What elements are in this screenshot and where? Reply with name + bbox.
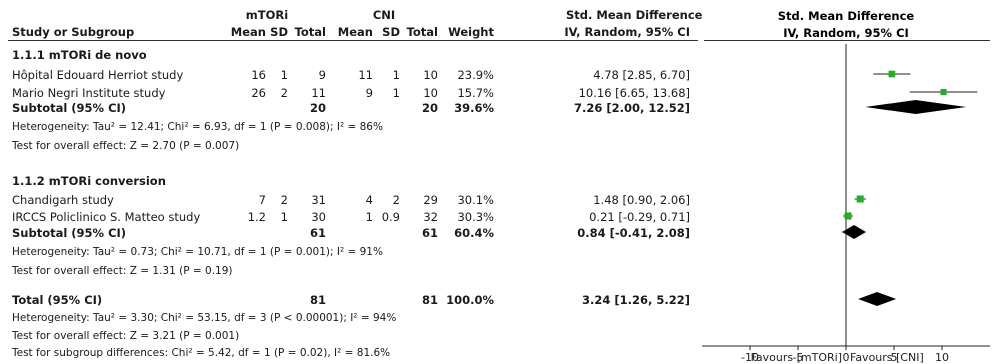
sd1-value: 1 (280, 210, 288, 224)
heterogeneity-text: Heterogeneity: Tau² = 3.30; Chi² = 53.15… (12, 312, 397, 324)
heterogeneity-text: Heterogeneity: Tau² = 12.41; Chi² = 6.93… (12, 121, 383, 133)
heterogeneity-text: Heterogeneity: Tau² = 0.73; Chi² = 10.71… (12, 246, 383, 258)
total2-value: 32 (423, 210, 438, 224)
subtotal-label: Subtotal (95% CI) (12, 226, 127, 240)
subtotal-n1: 61 (309, 226, 326, 240)
subgroup-difference-text: Test for subgroup differences: Chi² = 5.… (12, 347, 391, 359)
sd1-value: 2 (280, 86, 288, 100)
group2-header: CNI (372, 8, 396, 22)
total1-value: 30 (311, 210, 326, 224)
col-weight: Weight (448, 25, 494, 39)
mean2-value: 9 (365, 86, 373, 100)
subtotal-n2: 61 (421, 226, 438, 240)
weight-value: 15.7% (457, 86, 494, 100)
mean1-value: 26 (251, 86, 266, 100)
weight-value: 30.1% (457, 193, 494, 207)
favours-left-label: Favours [mTORi] (751, 351, 842, 364)
pooled-diamond (858, 292, 897, 306)
plot-subtitle: IV, Random, 95% CI (783, 26, 909, 40)
sd1-value: 1 (280, 68, 288, 82)
total2-value: 10 (423, 68, 438, 82)
total-ci: 3.24 [1.26, 5.22] (581, 293, 690, 307)
subtotal-ci: 7.26 [2.00, 12.52] (573, 101, 690, 115)
x-tick-label: -5 (793, 351, 804, 364)
total-weight: 100.0% (446, 293, 494, 307)
study-name: Mario Negri Institute study (12, 86, 166, 100)
study-point-marker (844, 212, 852, 220)
study-name: Chandigarh study (12, 193, 114, 207)
total1-value: 11 (311, 86, 326, 100)
pooled-diamond (865, 100, 967, 114)
ci-value: 1.48 [0.90, 2.06] (593, 193, 690, 207)
study-name: Hôpital Edouard Herriot study (12, 68, 184, 82)
mean1-value: 16 (251, 68, 266, 82)
x-tick-label: 5 (891, 351, 898, 364)
x-tick-label: 0 (843, 351, 850, 364)
total-n1: 81 (309, 293, 326, 307)
ci-value: 0.21 [-0.29, 0.71] (589, 210, 690, 224)
sd2-value: 1 (392, 68, 400, 82)
mean1-value: 7 (258, 193, 266, 207)
group1-header: mTORi (245, 8, 289, 22)
overall-effect-text: Test for overall effect: Z = 1.31 (P = 0… (12, 265, 233, 277)
col-sd1: SD (270, 25, 288, 39)
sd2-value: 1 (392, 86, 400, 100)
total1-value: 9 (318, 68, 326, 82)
forest-plot: Std. Mean Difference IV, Random, 95% CI … (702, 9, 990, 364)
x-tick-label: 10 (935, 351, 949, 364)
overall-effect-text: Test for overall effect: Z = 3.21 (P = 0… (12, 330, 240, 342)
weight-value: 23.9% (457, 68, 494, 82)
subtotal-weight: 39.6% (454, 101, 494, 115)
favours-right-label: Favours [CNI] (850, 351, 924, 364)
ci-value: 4.78 [2.85, 6.70] (593, 68, 690, 82)
ci-value: 10.16 [6.65, 13.68] (578, 86, 690, 100)
col-study: Study or Subgroup (12, 25, 135, 39)
col-mean1: Mean (230, 25, 266, 39)
plot-title: Std. Mean Difference (778, 9, 915, 23)
sd2-value: 2 (392, 193, 400, 207)
col-sd2: SD (382, 25, 400, 39)
mean1-value: 1.2 (247, 210, 266, 224)
total-label: Total (95% CI) (12, 293, 103, 307)
forest-table: mTORi CNI Std. Mean Difference Study or … (8, 8, 703, 359)
sd1-value: 2 (280, 193, 288, 207)
subgroup-title: 1.1.1 mTORi de novo (12, 48, 147, 62)
mean2-value: 4 (365, 193, 373, 207)
total-n2: 81 (421, 293, 438, 307)
col-total1: Total (294, 25, 326, 39)
subgroup-title: 1.1.2 mTORi conversion (12, 174, 166, 188)
study-point-marker (856, 195, 864, 203)
total2-value: 10 (423, 86, 438, 100)
col-ci: IV, Random, 95% CI (564, 25, 690, 39)
header-divider (8, 40, 698, 41)
total2-value: 29 (423, 193, 438, 207)
subtotal-weight: 60.4% (454, 226, 494, 240)
overall-effect-text: Test for overall effect: Z = 2.70 (P = 0… (12, 140, 240, 152)
x-tick-label: -10 (741, 351, 759, 364)
study-point-marker (888, 70, 896, 78)
subtotal-n2: 20 (421, 101, 438, 115)
subtotal-ci: 0.84 [-0.41, 2.08] (577, 226, 690, 240)
weight-value: 30.3% (457, 210, 494, 224)
study-name: IRCCS Policlinico S. Matteo study (12, 210, 201, 224)
subtotal-n1: 20 (309, 101, 326, 115)
pooled-diamond (842, 225, 866, 239)
col-total2: Total (406, 25, 438, 39)
col-mean2: Mean (337, 25, 373, 39)
subtotal-label: Subtotal (95% CI) (12, 101, 127, 115)
mean2-value: 11 (358, 68, 373, 82)
smd-header-title: Std. Mean Difference (566, 8, 703, 22)
mean2-value: 1 (365, 210, 373, 224)
sd2-value: 0.9 (381, 210, 400, 224)
total1-value: 31 (311, 193, 326, 207)
study-point-marker (940, 88, 947, 96)
